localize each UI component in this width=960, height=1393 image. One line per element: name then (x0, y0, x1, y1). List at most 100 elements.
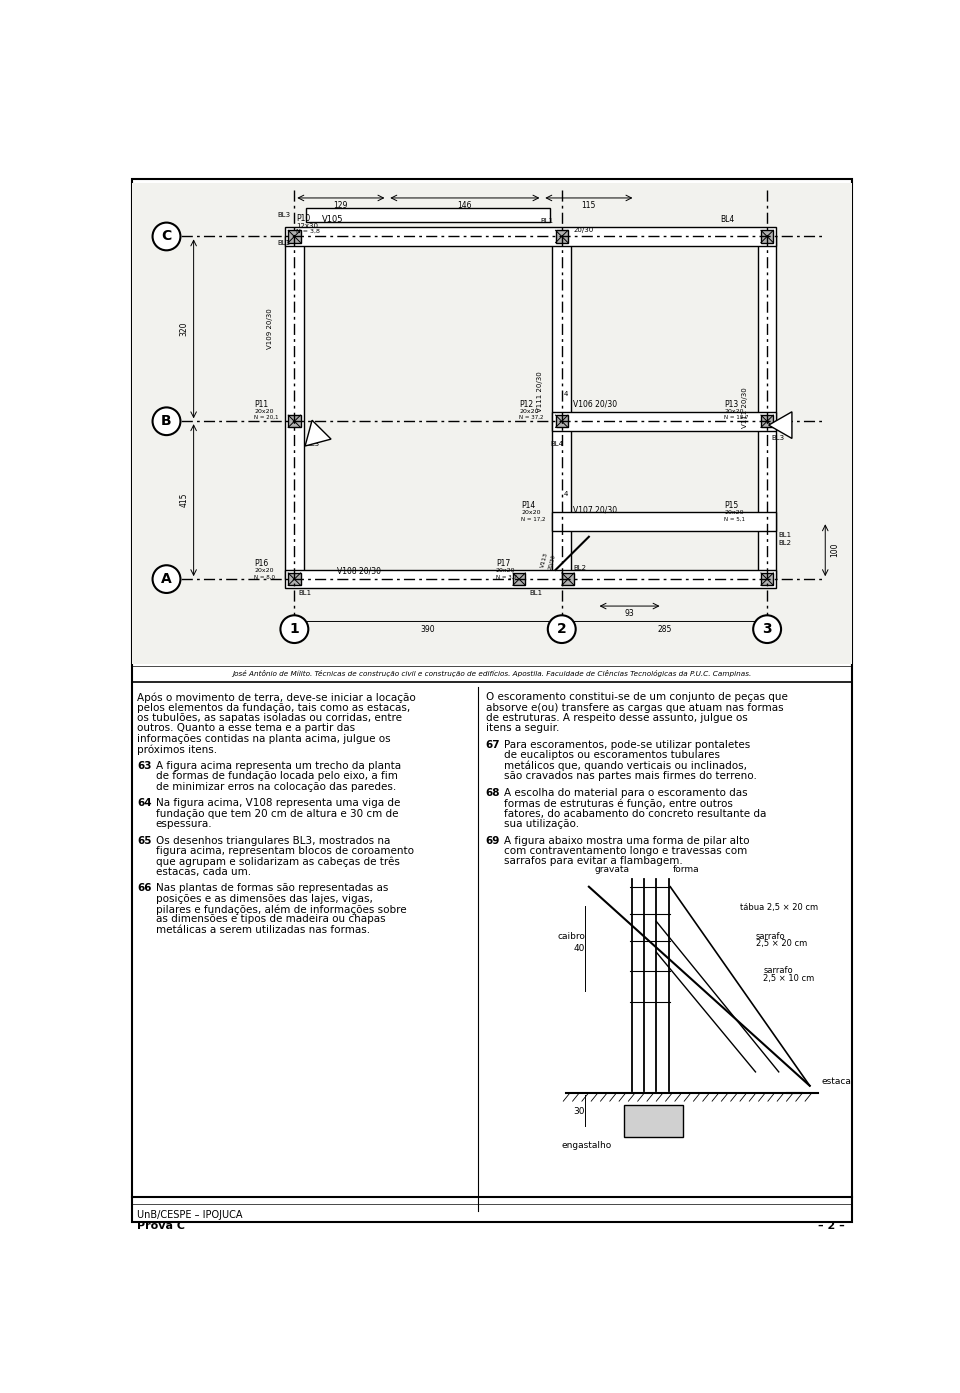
Circle shape (153, 407, 180, 435)
Text: 69: 69 (486, 836, 500, 846)
Text: 64: 64 (137, 798, 152, 808)
Text: caibro: caibro (557, 932, 585, 942)
Text: BL4: BL4 (721, 215, 734, 224)
Text: engastalho: engastalho (562, 1141, 612, 1151)
Text: 146: 146 (458, 201, 472, 210)
Text: forma: forma (673, 865, 699, 873)
Text: 285: 285 (658, 624, 672, 634)
Text: P13: P13 (725, 400, 739, 408)
Text: P16: P16 (254, 559, 269, 568)
Bar (552, 513, 777, 531)
Text: tábua 2,5 × 20 cm: tábua 2,5 × 20 cm (740, 903, 818, 912)
Text: espessura.: espessura. (156, 819, 212, 829)
Text: fatores, do acabamento do concreto resultante da: fatores, do acabamento do concreto resul… (504, 808, 767, 819)
Text: V107 20/30: V107 20/30 (573, 506, 617, 514)
Text: V108 20/30: V108 20/30 (337, 567, 381, 575)
Text: V105: V105 (322, 215, 343, 224)
Bar (288, 573, 300, 585)
Text: metálicos que, quando verticais ou inclinados,: metálicos que, quando verticais ou incli… (504, 761, 748, 772)
Text: N = 20,1: N = 20,1 (254, 415, 278, 419)
Text: 30: 30 (573, 1107, 585, 1116)
Text: são cravados nas partes mais firmes do terreno.: são cravados nas partes mais firmes do t… (504, 772, 757, 781)
Bar (556, 230, 568, 242)
Bar (761, 230, 774, 242)
Text: BL3: BL3 (277, 212, 291, 217)
Text: 12x30: 12x30 (296, 223, 318, 228)
Text: BL1: BL1 (277, 240, 291, 245)
Text: A escolha do material para o escoramento das: A escolha do material para o escoramento… (504, 788, 748, 798)
Text: pilares e fundações, além de informações sobre: pilares e fundações, além de informações… (156, 904, 406, 915)
Text: José Antônio de Mílito. Técnicas de construção civil e construção de edifícios. : José Antônio de Mílito. Técnicas de cons… (232, 670, 752, 677)
Text: 2,5 × 10 cm: 2,5 × 10 cm (763, 974, 814, 983)
Text: itens a seguir.: itens a seguir. (486, 723, 559, 734)
Text: P14: P14 (521, 501, 536, 510)
Text: BL1: BL1 (299, 591, 311, 596)
Text: 320: 320 (180, 322, 189, 336)
Text: 20/30: 20/30 (573, 227, 593, 233)
Text: O escoramento constitui-se de um conjunto de peças que: O escoramento constitui-se de um conjunt… (486, 692, 787, 702)
Text: P11: P11 (254, 400, 268, 408)
Text: V109 20/30: V109 20/30 (267, 308, 273, 350)
Text: Após o movimento de terra, deve-se iniciar a locação: Após o movimento de terra, deve-se inici… (137, 692, 416, 703)
Text: B: B (161, 414, 172, 428)
Circle shape (548, 616, 576, 644)
Text: formas de estruturas é função, entre outros: formas de estruturas é função, entre out… (504, 798, 733, 809)
Text: BL2: BL2 (573, 564, 587, 571)
Text: BL3: BL3 (771, 435, 784, 442)
Text: 66: 66 (137, 883, 152, 893)
Text: 390: 390 (420, 624, 436, 634)
Text: 20x20: 20x20 (725, 408, 744, 414)
Text: metálicas a serem utilizadas nas formas.: metálicas a serem utilizadas nas formas. (156, 925, 370, 935)
Text: N = 8,0: N = 8,0 (254, 574, 276, 579)
Text: 20/30: 20/30 (548, 554, 557, 571)
Text: fundação que tem 20 cm de altura e 30 cm de: fundação que tem 20 cm de altura e 30 cm… (156, 808, 398, 819)
Text: N = 18,7: N = 18,7 (725, 415, 749, 419)
Text: absorve e(ou) transfere as cargas que atuam nas formas: absorve e(ou) transfere as cargas que at… (486, 702, 783, 713)
Text: 20x20: 20x20 (254, 568, 274, 573)
Bar (562, 573, 574, 585)
Text: 93: 93 (625, 609, 635, 618)
Text: N = 3,8: N = 3,8 (296, 228, 320, 234)
Text: P17: P17 (496, 559, 510, 568)
Text: A: A (161, 573, 172, 586)
Text: C: C (161, 230, 172, 244)
Text: A figura acima representa um trecho da planta: A figura acima representa um trecho da p… (156, 761, 400, 770)
Text: 129: 129 (334, 201, 348, 210)
Polygon shape (305, 421, 331, 446)
Text: gravata: gravata (595, 865, 630, 873)
Text: outros. Quanto a esse tema e a partir das: outros. Quanto a esse tema e a partir da… (137, 723, 355, 734)
Text: com contraventamento longo e travessas com: com contraventamento longo e travessas c… (504, 846, 748, 855)
Bar (761, 415, 774, 428)
Text: 20x20: 20x20 (496, 568, 516, 573)
Bar (513, 573, 525, 585)
Circle shape (754, 616, 781, 644)
Bar (306, 208, 550, 221)
Text: Na figura acima, V108 representa uma viga de: Na figura acima, V108 representa uma vig… (156, 798, 400, 808)
Text: 68: 68 (486, 788, 500, 798)
Text: A figura abaixo mostra uma forma de pilar alto: A figura abaixo mostra uma forma de pila… (504, 836, 750, 846)
Circle shape (153, 223, 180, 251)
Bar (285, 570, 777, 588)
Text: 100: 100 (830, 543, 839, 557)
Text: posições e as dimensões das lajes, vigas,: posições e as dimensões das lajes, vigas… (156, 894, 372, 904)
Text: BL1: BL1 (529, 591, 542, 596)
Text: de formas de fundação locada pelo eixo, a fim: de formas de fundação locada pelo eixo, … (156, 772, 397, 781)
Text: 2: 2 (557, 623, 566, 637)
Text: 115: 115 (582, 201, 596, 210)
Text: BL4: BL4 (550, 442, 564, 447)
Text: V106 20/30: V106 20/30 (573, 400, 617, 408)
Text: 65: 65 (137, 836, 152, 846)
Text: N = 5,1: N = 5,1 (725, 517, 746, 521)
Text: BL2: BL2 (779, 540, 792, 546)
Bar (132, 182, 852, 664)
Bar (624, 1105, 683, 1137)
Text: sarrafo: sarrafo (763, 967, 793, 975)
Text: BL1: BL1 (540, 219, 553, 224)
Text: estaca: estaca (822, 1077, 852, 1087)
Text: P12: P12 (519, 400, 533, 408)
Bar (288, 230, 300, 242)
Text: Nas plantas de formas são representadas as: Nas plantas de formas são representadas … (156, 883, 388, 893)
Text: V111 20/30: V111 20/30 (537, 372, 543, 412)
Text: pelos elementos da fundação, tais como as estacas,: pelos elementos da fundação, tais como a… (137, 702, 410, 713)
Bar (556, 415, 568, 428)
